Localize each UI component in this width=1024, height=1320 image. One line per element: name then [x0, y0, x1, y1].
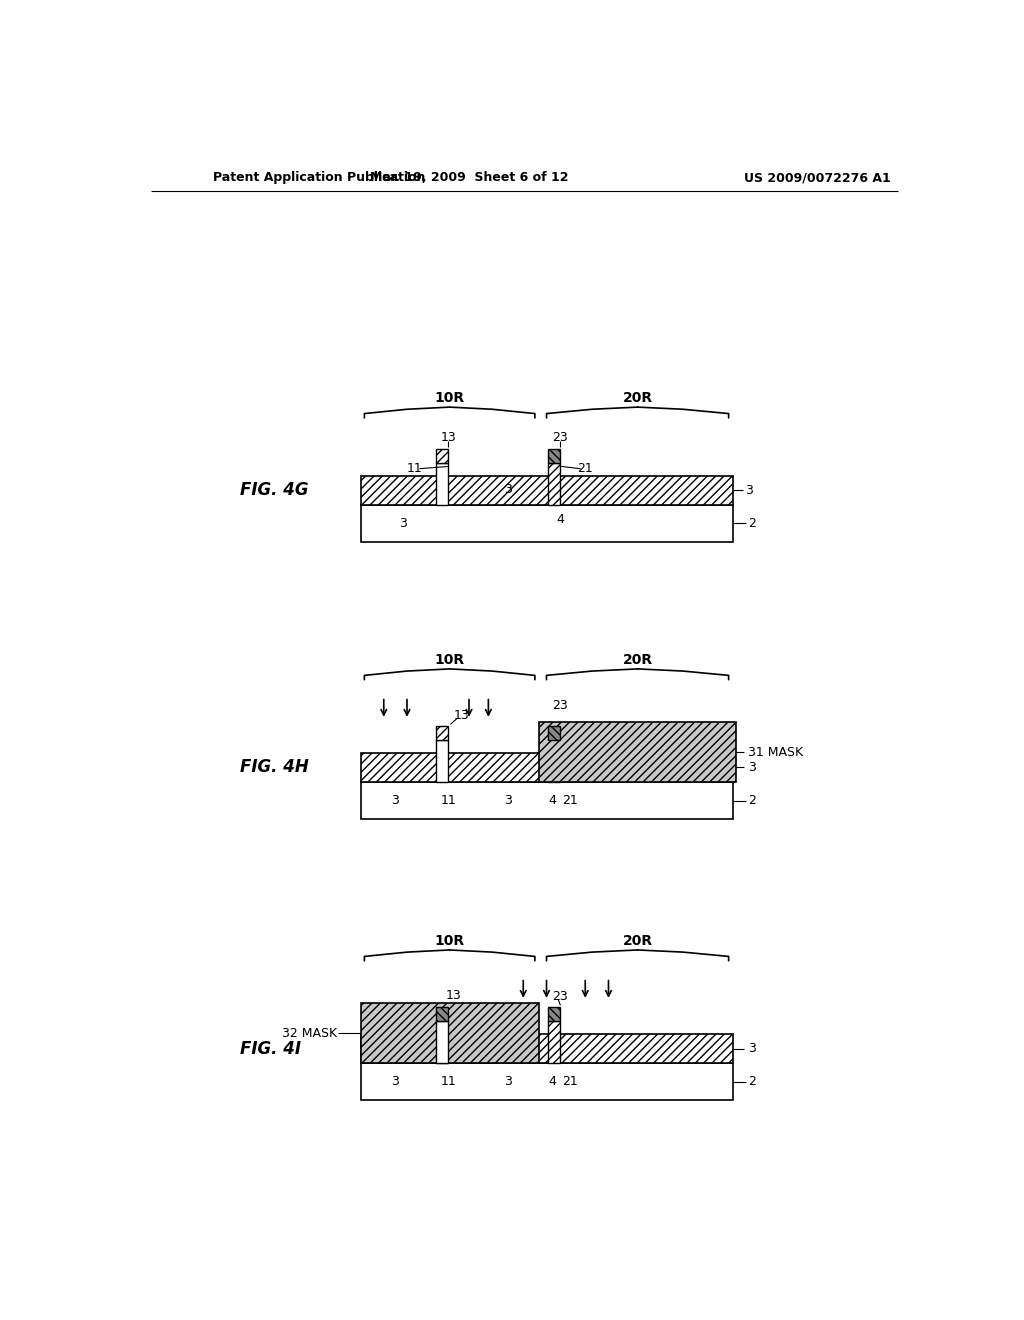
Text: 4: 4: [556, 513, 564, 527]
Text: 3: 3: [391, 795, 399, 807]
Text: 3: 3: [399, 517, 408, 529]
Text: 3: 3: [504, 795, 512, 807]
Text: US 2009/0072276 A1: US 2009/0072276 A1: [744, 172, 891, 185]
Text: 23: 23: [553, 990, 568, 1003]
Text: 3: 3: [391, 1074, 399, 1088]
Bar: [435, 726, 449, 739]
Bar: [548, 739, 560, 781]
Text: 3: 3: [748, 760, 756, 774]
Bar: [548, 1007, 560, 1020]
Bar: [435, 1007, 449, 1020]
Text: 3: 3: [504, 483, 512, 496]
Bar: [435, 462, 449, 506]
Text: 13: 13: [454, 709, 469, 722]
Text: 2: 2: [748, 1074, 756, 1088]
Text: 2: 2: [748, 517, 756, 529]
Text: 4: 4: [548, 795, 556, 807]
Text: 20R: 20R: [623, 652, 652, 667]
Bar: [360, 781, 732, 818]
Text: FIG. 4G: FIG. 4G: [241, 482, 309, 499]
Text: 23: 23: [553, 700, 568, 713]
Text: 10R: 10R: [434, 933, 465, 948]
Bar: [548, 449, 560, 462]
Bar: [360, 752, 732, 781]
Text: Mar. 19, 2009  Sheet 6 of 12: Mar. 19, 2009 Sheet 6 of 12: [370, 172, 568, 185]
Bar: [360, 475, 732, 506]
Bar: [548, 462, 560, 506]
Bar: [539, 722, 736, 781]
Text: 3: 3: [744, 483, 753, 496]
Text: 3: 3: [504, 1074, 512, 1088]
Text: 20R: 20R: [623, 933, 652, 948]
Text: 11: 11: [440, 1074, 456, 1088]
Bar: [548, 726, 560, 739]
Text: 3: 3: [748, 1041, 756, 1055]
Bar: [360, 506, 732, 543]
Bar: [435, 1020, 449, 1063]
Text: 23: 23: [553, 432, 568, 445]
Text: 32 MASK: 32 MASK: [283, 1027, 337, 1040]
Text: FIG. 4I: FIG. 4I: [241, 1040, 301, 1057]
Text: 21: 21: [562, 795, 578, 807]
Bar: [360, 1063, 732, 1100]
Text: 10R: 10R: [434, 391, 465, 405]
Text: 10R: 10R: [434, 652, 465, 667]
Text: 11: 11: [440, 795, 456, 807]
Bar: [435, 739, 449, 781]
Text: FIG. 4H: FIG. 4H: [241, 759, 309, 776]
Text: 13: 13: [445, 989, 462, 1002]
Text: 21: 21: [578, 462, 593, 475]
Text: 13: 13: [440, 432, 456, 445]
Text: 11: 11: [407, 462, 423, 475]
Text: 20R: 20R: [623, 391, 652, 405]
Text: 21: 21: [562, 1074, 578, 1088]
Bar: [435, 1007, 449, 1020]
Text: 2: 2: [748, 795, 756, 807]
Bar: [548, 1020, 560, 1063]
Bar: [435, 1020, 449, 1063]
Text: 4: 4: [548, 1074, 556, 1088]
Bar: [360, 1034, 732, 1063]
Bar: [360, 1003, 539, 1063]
Text: Patent Application Publication: Patent Application Publication: [213, 172, 426, 185]
Bar: [435, 449, 449, 462]
Text: 31 MASK: 31 MASK: [748, 746, 803, 759]
